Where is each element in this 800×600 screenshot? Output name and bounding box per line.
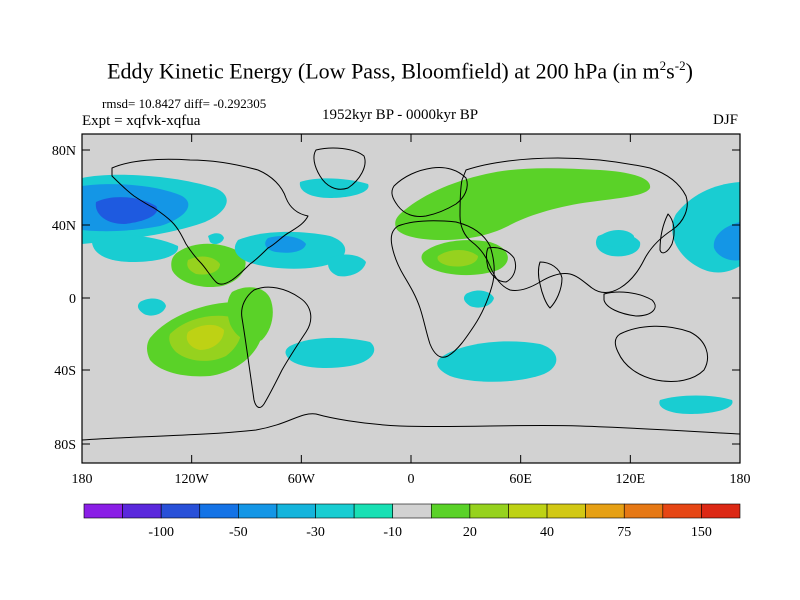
coastline-africa — [390, 220, 495, 358]
colorbar-swatch — [701, 503, 741, 519]
colorbar-label: -100 — [148, 525, 174, 540]
coastline-europe — [391, 167, 468, 217]
anomaly-region-south-atlantic — [285, 337, 375, 368]
coastline-greenland — [313, 147, 366, 190]
stats-label: rmsd= 10.8427 diff= -0.292305 — [102, 96, 267, 111]
colorbar-swatch — [276, 503, 316, 519]
anomaly-region-south-america — [227, 287, 273, 343]
colorbar-label: -30 — [306, 525, 325, 540]
colorbar-swatch — [160, 503, 201, 519]
colorbar-swatch — [430, 503, 471, 519]
anomaly-region-south-pacific-max — [186, 324, 224, 350]
longitude-axis: 180 120W 60W 0 60E 120E 180 — [72, 134, 751, 487]
anomaly-region-subtropical-pacific — [91, 235, 179, 262]
anomaly-region-middle-east-core — [437, 250, 478, 267]
coastline-antarctica — [82, 413, 740, 441]
lat-tick-label: 40S — [54, 364, 76, 379]
coastline-asia — [459, 157, 688, 293]
colorbar-label: 150 — [691, 525, 712, 540]
experiment-label: Expt = xqfvk-xqfua — [82, 113, 201, 129]
colorbar-swatch — [546, 503, 586, 519]
map-title: Eddy Kinetic Energy (Low Pass, Bloomfiel… — [107, 58, 693, 84]
colorbar-swatch — [83, 503, 123, 519]
lat-tick-label: 80S — [54, 438, 76, 453]
anomaly-region-eurasia — [395, 168, 651, 240]
colorbar-swatch — [469, 503, 509, 519]
colorbar-swatch — [122, 503, 162, 519]
anomaly-region-north-pacific-min — [95, 197, 158, 224]
colorbar: -100 -50 -30 -10 20 40 75 150 — [83, 503, 741, 540]
colorbar-swatch — [623, 503, 664, 519]
anomaly-region-southern-ocean — [659, 395, 733, 414]
colorbar-label: 75 — [617, 525, 631, 540]
lon-tick-label: 60E — [509, 472, 532, 487]
colorbar-label: -50 — [229, 525, 248, 540]
period-label: 1952kyr BP - 0000kyr BP — [321, 107, 479, 123]
anomaly-field — [82, 168, 740, 414]
coastline-southeast-asia — [603, 291, 656, 317]
lat-tick-label: 0 — [69, 292, 76, 307]
lon-tick-label: 120W — [175, 472, 210, 487]
season-label: DJF — [713, 112, 739, 128]
colorbar-swatch — [662, 503, 702, 519]
colorbar-swatch — [508, 503, 548, 519]
colorbar-swatch — [199, 503, 239, 519]
lon-tick-label: 180 — [730, 472, 751, 487]
colorbar-swatch — [392, 503, 432, 519]
anomaly-region-arctic — [208, 233, 224, 245]
coastline-south-america — [241, 286, 312, 408]
lon-tick-label: 120E — [616, 472, 646, 487]
colorbar-label: -10 — [383, 525, 402, 540]
lon-tick-label: 60W — [288, 472, 316, 487]
colorbar-swatch — [315, 503, 355, 519]
lat-tick-label: 80N — [52, 144, 76, 159]
lat-tick-label: 40N — [52, 219, 76, 234]
latitude-axis: 80N 40N 0 40S 80S — [52, 144, 740, 453]
colorbar-label: 40 — [540, 525, 554, 540]
coastline-japan — [659, 213, 675, 254]
lon-tick-label: 180 — [72, 472, 93, 487]
anomaly-region-west-pacific-core — [713, 222, 740, 261]
anomaly-region-arabian-sea — [599, 230, 634, 247]
lon-tick-label: 0 — [408, 472, 415, 487]
coastlines — [82, 147, 740, 441]
colorbar-swatch — [238, 503, 278, 519]
anomaly-region-atlantic-core — [265, 236, 306, 253]
coastline-india — [538, 261, 563, 309]
colorbar-label: 20 — [463, 525, 477, 540]
coastline-north-america — [111, 158, 309, 285]
coastline-arabia — [486, 247, 517, 283]
anomaly-region-northwest-africa — [328, 254, 366, 277]
colorbar-swatch — [353, 503, 394, 519]
coastline-australia — [614, 325, 708, 383]
anomaly-region-east-pacific — [137, 298, 166, 316]
anomaly-region-south-indian-ocean — [437, 341, 557, 382]
colorbar-swatch — [585, 503, 625, 519]
